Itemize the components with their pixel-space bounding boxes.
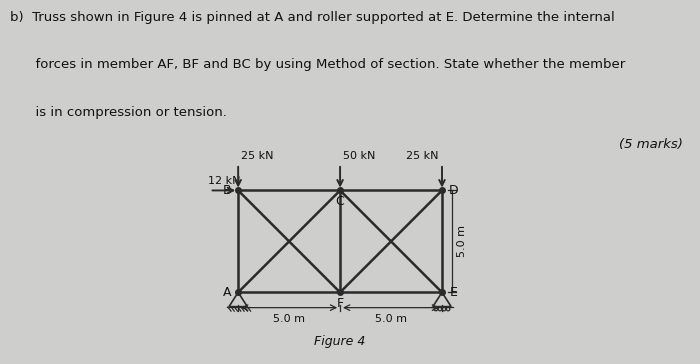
Text: 50 kN: 50 kN bbox=[343, 151, 375, 161]
Text: b)  Truss shown in Figure 4 is pinned at A and roller supported at E. Determine : b) Truss shown in Figure 4 is pinned at … bbox=[10, 11, 615, 24]
Text: 25 kN: 25 kN bbox=[407, 151, 439, 161]
Text: 5.0 m: 5.0 m bbox=[457, 225, 468, 257]
Text: B: B bbox=[223, 184, 231, 197]
Text: F: F bbox=[337, 297, 344, 310]
Text: A: A bbox=[223, 286, 231, 299]
Text: forces in member AF, BF and BC by using Method of section. State whether the mem: forces in member AF, BF and BC by using … bbox=[10, 58, 626, 71]
Text: 5.0 m: 5.0 m bbox=[375, 314, 407, 324]
Text: D: D bbox=[449, 184, 458, 197]
Text: E: E bbox=[449, 286, 457, 299]
Text: is in compression or tension.: is in compression or tension. bbox=[10, 106, 228, 119]
Text: 25 kN: 25 kN bbox=[241, 151, 274, 161]
Text: 5.0 m: 5.0 m bbox=[273, 314, 305, 324]
Text: 12 kN: 12 kN bbox=[208, 177, 240, 186]
Text: C: C bbox=[336, 195, 344, 208]
Text: (5 marks): (5 marks) bbox=[619, 138, 682, 151]
Text: Figure 4: Figure 4 bbox=[314, 335, 366, 348]
